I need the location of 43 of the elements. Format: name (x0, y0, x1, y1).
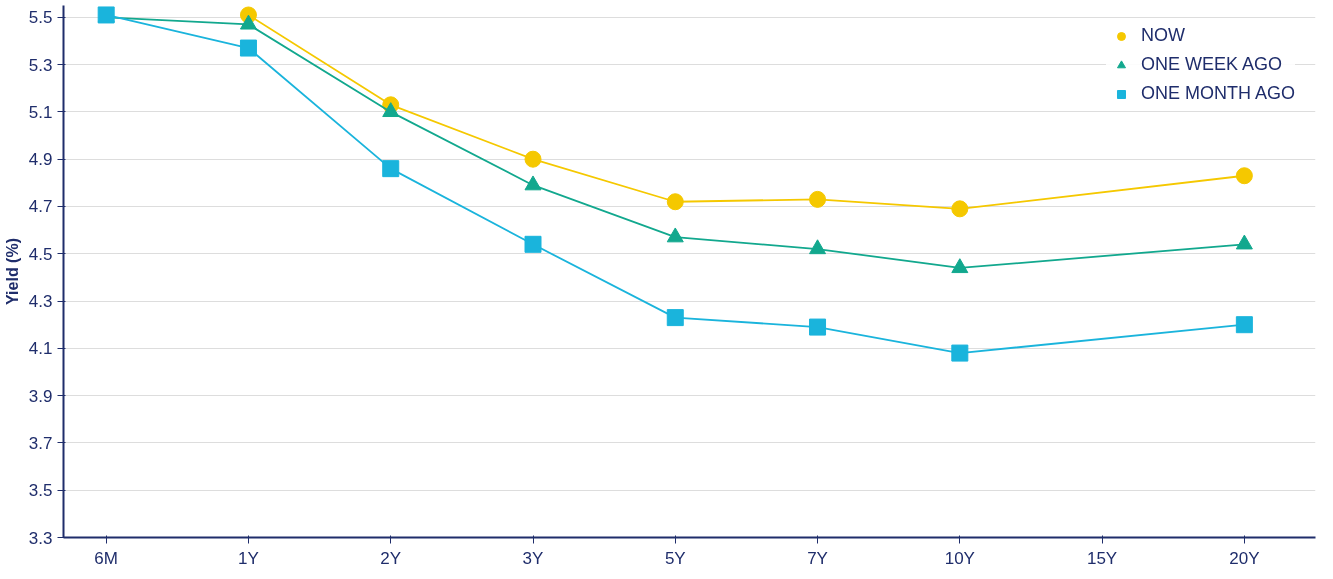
legend-label: NOW (1140, 25, 1185, 46)
y-tick-label: 5.5 (28, 8, 53, 28)
point (1235, 316, 1253, 334)
y-tick-label: 4.7 (28, 197, 53, 217)
point (382, 160, 400, 178)
point (382, 102, 400, 118)
point (1235, 167, 1253, 185)
point (1235, 234, 1253, 250)
point (239, 39, 257, 57)
point (666, 193, 684, 211)
point (666, 227, 684, 243)
point (809, 239, 827, 255)
y-tick-label: 4.5 (28, 244, 53, 264)
y-tick-label: 5.1 (28, 102, 53, 122)
y-tick-label: 5.3 (28, 55, 53, 75)
x-tick-label: 5Y (664, 548, 686, 568)
y-tick-label: 3.5 (28, 481, 53, 501)
point (809, 190, 827, 208)
point (524, 235, 542, 253)
y-tick-label: 3.3 (28, 528, 53, 548)
x-tick-label: 1Y (238, 548, 259, 568)
y-tick-label: 3.7 (28, 433, 53, 453)
y-tick-label: 3.9 (28, 386, 53, 406)
point (524, 150, 542, 168)
point (951, 200, 969, 218)
x-tick-label: 15Y (1086, 548, 1118, 568)
y-axis-title: Yield (%) (3, 238, 21, 305)
point (666, 309, 684, 327)
x-tick-label: 6M (94, 548, 118, 568)
point (951, 344, 969, 362)
x-tick-label: 3Y (522, 548, 544, 568)
x-tick-label: 7Y (807, 548, 828, 568)
point (951, 258, 969, 274)
point (809, 318, 827, 336)
legend-label: ONE MONTH AGO (1140, 83, 1295, 104)
y-tick-label: 4.9 (28, 150, 53, 170)
y-tick-label: 4.3 (28, 292, 53, 312)
legend-label: ONE WEEK AGO (1140, 54, 1283, 75)
x-tick-label: 10Y (944, 548, 975, 568)
x-tick-label: 2Y (380, 548, 402, 568)
point (524, 175, 542, 191)
x-tick-label: 20Y (1229, 548, 1260, 568)
y-tick-label: 4.1 (28, 339, 53, 359)
